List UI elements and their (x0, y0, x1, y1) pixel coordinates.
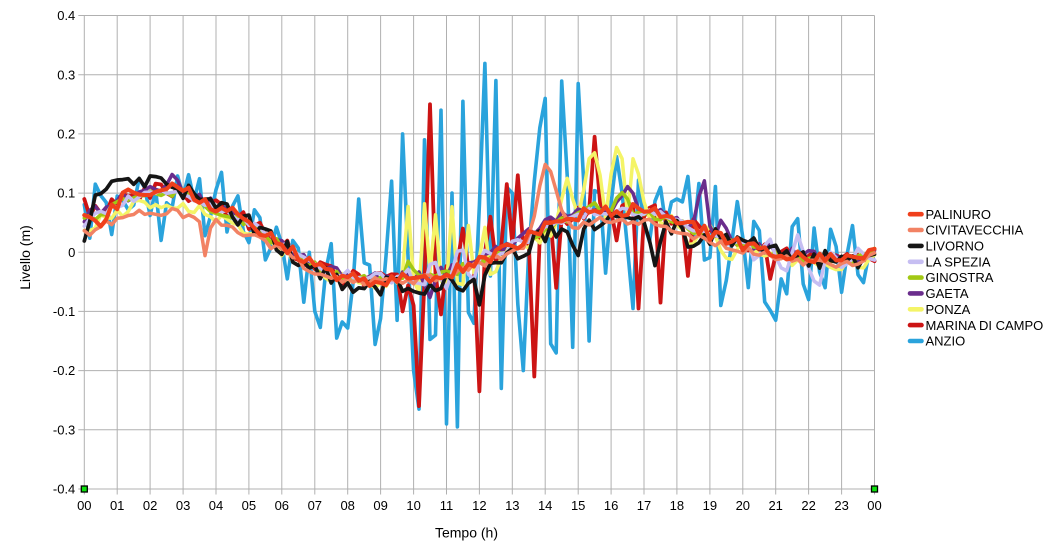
svg-text:05: 05 (242, 498, 256, 513)
svg-text:22: 22 (801, 498, 815, 513)
svg-text:GINOSTRA: GINOSTRA (926, 270, 994, 285)
svg-text:LIVORNO: LIVORNO (926, 239, 985, 254)
svg-text:10: 10 (406, 498, 420, 513)
svg-text:06: 06 (275, 498, 289, 513)
svg-text:18: 18 (670, 498, 684, 513)
svg-text:ANZIO: ANZIO (926, 334, 966, 349)
svg-text:21: 21 (768, 498, 782, 513)
svg-text:-0.1: -0.1 (53, 304, 75, 319)
svg-text:03: 03 (176, 498, 190, 513)
svg-text:00: 00 (77, 498, 91, 513)
svg-text:07: 07 (308, 498, 322, 513)
svg-text:PONZA: PONZA (926, 302, 971, 317)
svg-text:0.2: 0.2 (57, 127, 75, 142)
svg-text:Livello (m): Livello (m) (17, 225, 33, 290)
svg-text:23: 23 (834, 498, 848, 513)
svg-text:0.1: 0.1 (57, 186, 75, 201)
svg-text:11: 11 (440, 498, 454, 513)
svg-text:14: 14 (538, 498, 552, 513)
svg-text:01: 01 (110, 498, 124, 513)
svg-text:00: 00 (867, 498, 881, 513)
svg-text:16: 16 (604, 498, 618, 513)
svg-text:08: 08 (340, 498, 354, 513)
svg-text:13: 13 (505, 498, 519, 513)
svg-text:PALINURO: PALINURO (926, 207, 992, 222)
svg-text:MARINA DI CAMPO: MARINA DI CAMPO (926, 318, 1044, 333)
svg-text:12: 12 (472, 498, 486, 513)
svg-text:Tempo (h): Tempo (h) (435, 525, 498, 541)
svg-text:-0.2: -0.2 (53, 363, 75, 378)
svg-text:04: 04 (209, 498, 223, 513)
svg-text:09: 09 (373, 498, 387, 513)
svg-text:17: 17 (637, 498, 651, 513)
svg-text:19: 19 (703, 498, 717, 513)
svg-text:CIVITAVECCHIA: CIVITAVECCHIA (926, 223, 1024, 238)
svg-text:-0.4: -0.4 (53, 482, 75, 497)
svg-text:LA SPEZIA: LA SPEZIA (926, 254, 991, 269)
svg-text:20: 20 (736, 498, 750, 513)
svg-text:-0.3: -0.3 (53, 422, 75, 437)
svg-text:0.3: 0.3 (57, 67, 75, 82)
svg-text:02: 02 (143, 498, 157, 513)
svg-text:15: 15 (571, 498, 585, 513)
svg-text:GAETA: GAETA (926, 286, 969, 301)
svg-text:0.4: 0.4 (57, 8, 75, 23)
svg-text:0: 0 (68, 245, 75, 260)
